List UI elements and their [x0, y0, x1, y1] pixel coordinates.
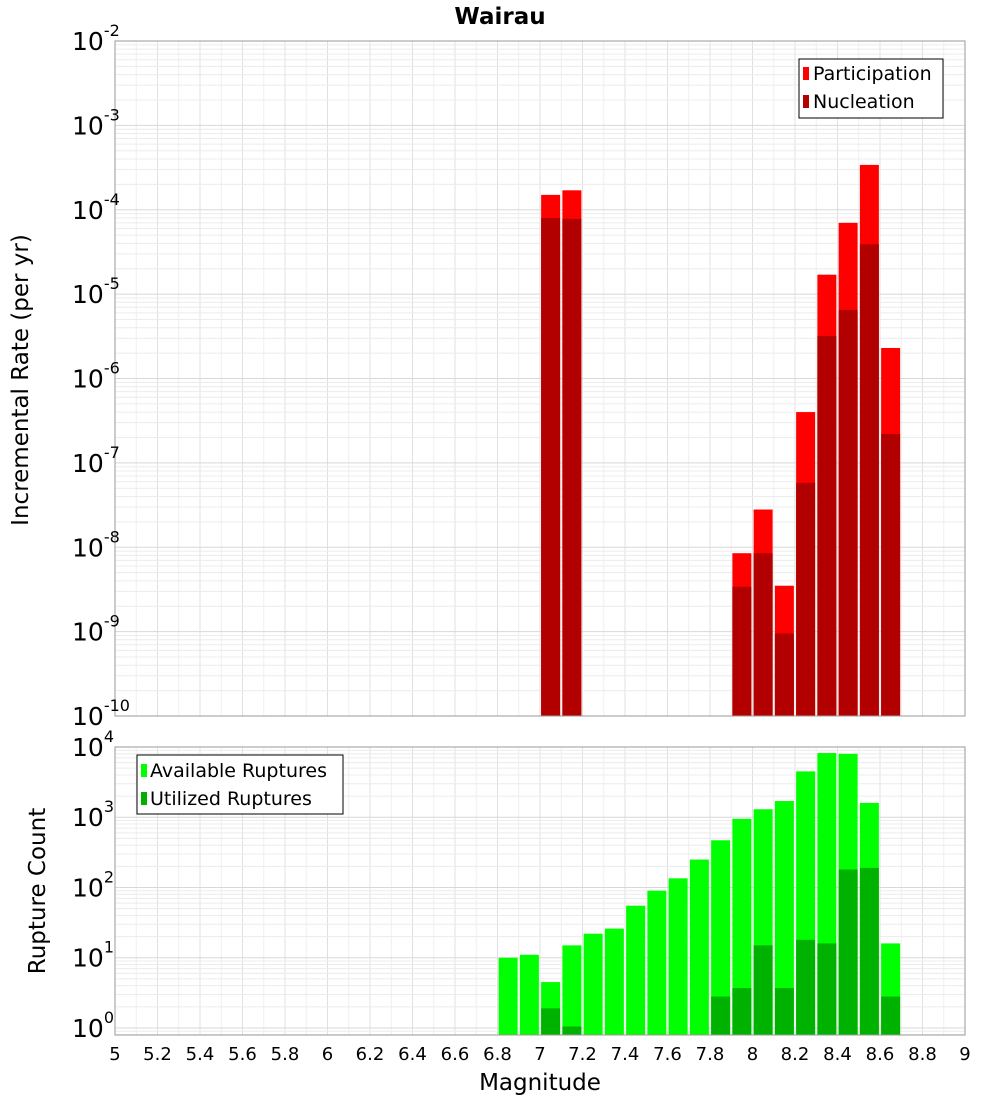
top-grid: [114, 40, 966, 717]
legend-swatch-nucleation: [803, 95, 809, 108]
top-bar-series2: [753, 553, 773, 716]
bottom-bar-series2: [711, 996, 731, 1035]
top-y-tick-label: 10-7: [72, 443, 120, 478]
bottom-bar-series1: [626, 905, 646, 1035]
bottom-bar-series2: [817, 943, 837, 1035]
x-ticks: 5 5.2 5.4 5.6 5.8 6 6.2 6.4 6.6 6.8 7 7.2 7.4 7.6 7.8 8…: [109, 1044, 970, 1065]
top-bar-series2: [838, 309, 858, 716]
x-tick-label: 6.6: [441, 1044, 470, 1065]
bottom-y-tick-label: 101: [72, 938, 114, 973]
bottom-bar-series2: [838, 869, 858, 1035]
x-tick-label: 8.6: [866, 1044, 895, 1065]
bottom-bar-series1: [668, 878, 688, 1035]
bottom-bar-series1: [774, 801, 794, 1035]
legend-swatch-utilized: [141, 792, 147, 805]
bottom-y-tick-label: 102: [72, 867, 114, 902]
bottom-bar-series1: [519, 954, 539, 1035]
top-y-tick-label: 10-9: [72, 612, 120, 647]
top-bar-series2: [859, 244, 879, 717]
top-y-tick-label: 10-10: [72, 696, 130, 731]
top-y-tick-label: 10-4: [72, 190, 120, 225]
top-legend-box: [798, 58, 944, 119]
x-tick-label: 5.6: [228, 1044, 257, 1065]
x-tick-label: 5.8: [271, 1044, 300, 1065]
top-bar-series2: [774, 633, 794, 716]
x-tick-label: 6.2: [356, 1044, 385, 1065]
x-tick-label: 7.8: [696, 1044, 725, 1065]
bottom-bar-series1: [732, 818, 752, 1035]
bottom-bars: [498, 753, 901, 1035]
bottom-bar-series2: [753, 945, 773, 1035]
bottom-y-tick-label: 103: [72, 797, 114, 832]
top-bar-series2: [562, 218, 582, 716]
x-tick-label: 8: [747, 1044, 758, 1065]
bottom-bar-series2: [541, 1008, 561, 1035]
x-tick-label: 5.4: [186, 1044, 215, 1065]
bottom-legend: Available Ruptures Utilized Ruptures: [136, 754, 344, 815]
x-tick-label: 6: [322, 1044, 333, 1065]
legend-swatch-available: [141, 764, 147, 777]
bottom-bar-series1: [583, 933, 603, 1035]
top-bar-series2: [541, 217, 561, 716]
top-bar-series2: [817, 335, 837, 716]
x-tick-label: 9: [959, 1044, 970, 1065]
x-tick-label: 5: [109, 1044, 120, 1065]
x-tick-label: 7.6: [653, 1044, 682, 1065]
top-y-axis-label: Incremental Rate (per yr): [8, 234, 34, 526]
bottom-bar-series1: [711, 840, 731, 1035]
top-bar-series2: [732, 586, 752, 716]
top-y-tick-label: 10-6: [72, 359, 120, 394]
legend-swatch-participation: [803, 67, 809, 80]
bottom-bar-series2: [796, 939, 816, 1035]
top-y-tick-label: 10-3: [72, 105, 120, 140]
top-bar-series2: [881, 433, 901, 716]
top-y-ticks: 10-10 10-9 10-8 10-7 10-6 10-5 10-4 10-3 10-2: [72, 21, 130, 731]
x-tick-label: 8.4: [823, 1044, 852, 1065]
top-y-tick-label: 10-5: [72, 274, 120, 309]
top-bar-series2: [796, 482, 816, 716]
bottom-bar-series1: [647, 890, 667, 1035]
x-tick-label: 6.4: [398, 1044, 427, 1065]
legend-label-available: Available Ruptures: [150, 760, 327, 782]
x-tick-label: 6.8: [483, 1044, 512, 1065]
x-tick-label: 7.2: [568, 1044, 597, 1065]
legend-label-utilized: Utilized Ruptures: [150, 788, 312, 810]
bottom-bar-series1: [498, 957, 518, 1035]
legend-label-nucleation: Nucleation: [813, 91, 915, 113]
x-tick-label: 7.4: [611, 1044, 640, 1065]
bottom-y-ticks: 100 101 102 103 104: [72, 727, 114, 1043]
x-tick-label: 8.2: [781, 1044, 810, 1065]
bottom-bar-series1: [689, 859, 709, 1035]
x-tick-label: 5.2: [143, 1044, 172, 1065]
bottom-bar-series2: [732, 988, 752, 1035]
x-tick-label: 7: [534, 1044, 545, 1065]
bottom-plot-frame: [114, 746, 966, 1036]
x-axis-label: Magnitude: [479, 1070, 601, 1096]
top-y-tick-label: 10-8: [72, 527, 120, 562]
bottom-bar-series1: [604, 928, 624, 1035]
bottom-bar-series2: [774, 988, 794, 1035]
bottom-bar-series2: [881, 996, 901, 1035]
top-plot-frame: [114, 40, 966, 717]
bottom-y-tick-label: 104: [72, 727, 114, 762]
top-legend: Participation Nucleation: [798, 58, 944, 119]
bottom-bar-series1: [562, 945, 582, 1035]
bottom-bar-series2: [859, 867, 879, 1035]
bottom-legend-box: [136, 754, 344, 815]
top-panel: 10-10 10-9 10-8 10-7 10-6 10-5 10-4 10-3 10-2 In…: [8, 21, 966, 731]
bottom-y-axis-label: Rupture Count: [25, 808, 51, 974]
x-tick-label: 8.8: [908, 1044, 937, 1065]
bottom-bar-series2: [562, 1026, 582, 1035]
bottom-y-tick-label: 100: [72, 1008, 114, 1043]
top-bars: [541, 164, 901, 717]
top-y-tick-label: 10-2: [72, 21, 120, 56]
bottom-panel: 100 101 102 103 104 5 5.2 5.4 5.6 5.8 6 6.2 6.4 6.6 6…: [25, 727, 971, 1096]
chart-title: Wairau: [454, 4, 545, 30]
legend-label-participation: Participation: [813, 63, 932, 85]
